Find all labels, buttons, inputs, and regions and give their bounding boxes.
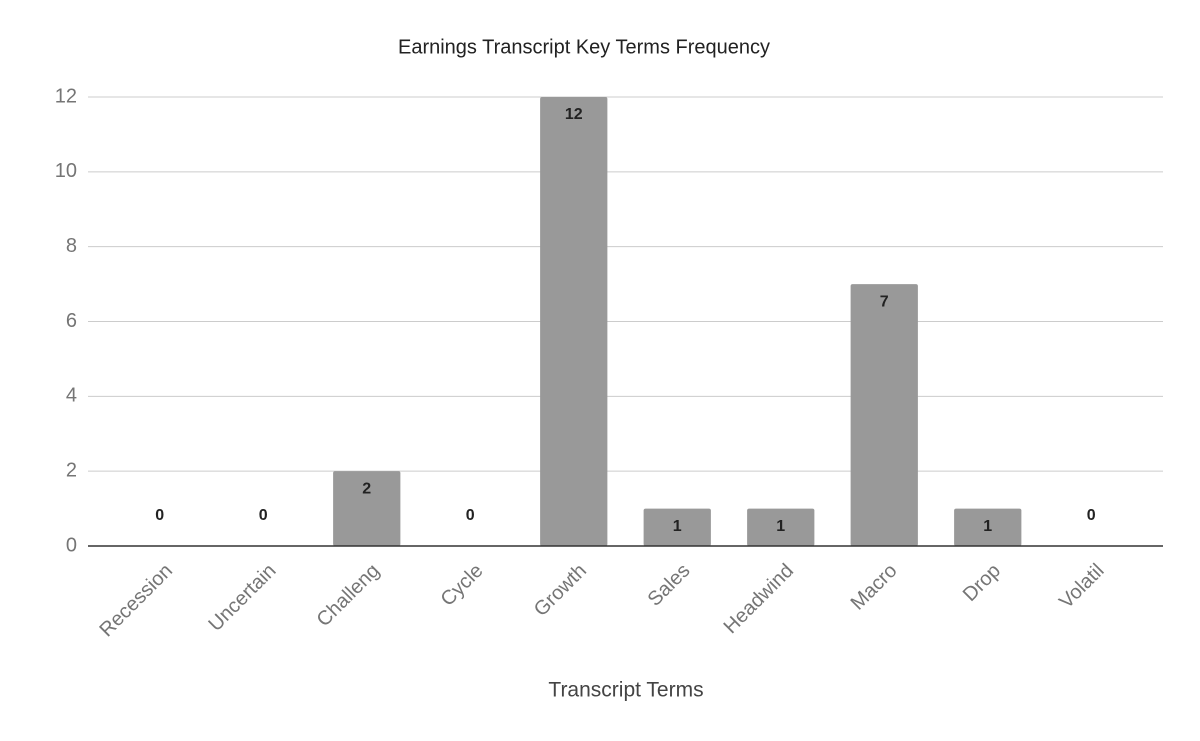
value-label: 0: [1087, 507, 1096, 524]
value-label: 0: [155, 507, 164, 524]
y-tick-label: 8: [66, 235, 77, 257]
y-tick-label: 4: [66, 385, 77, 407]
x-tick-label: Growth: [530, 560, 591, 621]
value-label: 1: [983, 518, 992, 535]
x-tick-label: Sales: [644, 560, 695, 611]
x-tick-label: Cycle: [437, 560, 488, 611]
value-label: 7: [880, 293, 889, 310]
x-tick-label: Drop: [959, 560, 1005, 606]
x-tick-label: Macro: [847, 560, 902, 615]
y-tick-label: 0: [66, 534, 77, 556]
x-tick-label: Headwind: [720, 560, 798, 638]
value-label: 2: [362, 480, 371, 497]
value-label: 0: [466, 507, 475, 524]
value-label: 1: [776, 518, 785, 535]
y-tick-label: 6: [66, 310, 77, 332]
y-tick-label: 10: [55, 160, 77, 182]
x-tick-label: Recession: [95, 560, 177, 642]
bar: [540, 97, 608, 546]
x-tick-label: Challeng: [313, 560, 384, 631]
bar: [954, 508, 1022, 546]
x-tick-label: Uncertain: [204, 560, 280, 636]
bar: [643, 508, 711, 546]
bar: [333, 471, 401, 546]
value-label: 12: [565, 106, 583, 123]
chart-title: Earnings Transcript Key Terms Frequency: [398, 36, 770, 58]
bar: [850, 284, 918, 546]
x-tick-label: Volatil: [1055, 560, 1108, 613]
y-tick-label: 12: [55, 85, 77, 107]
y-tick-label: 2: [66, 459, 77, 481]
x-axis-title: Transcript Terms: [548, 679, 703, 702]
value-label: 1: [673, 518, 682, 535]
value-label: 0: [259, 507, 268, 524]
bar: [747, 508, 815, 546]
